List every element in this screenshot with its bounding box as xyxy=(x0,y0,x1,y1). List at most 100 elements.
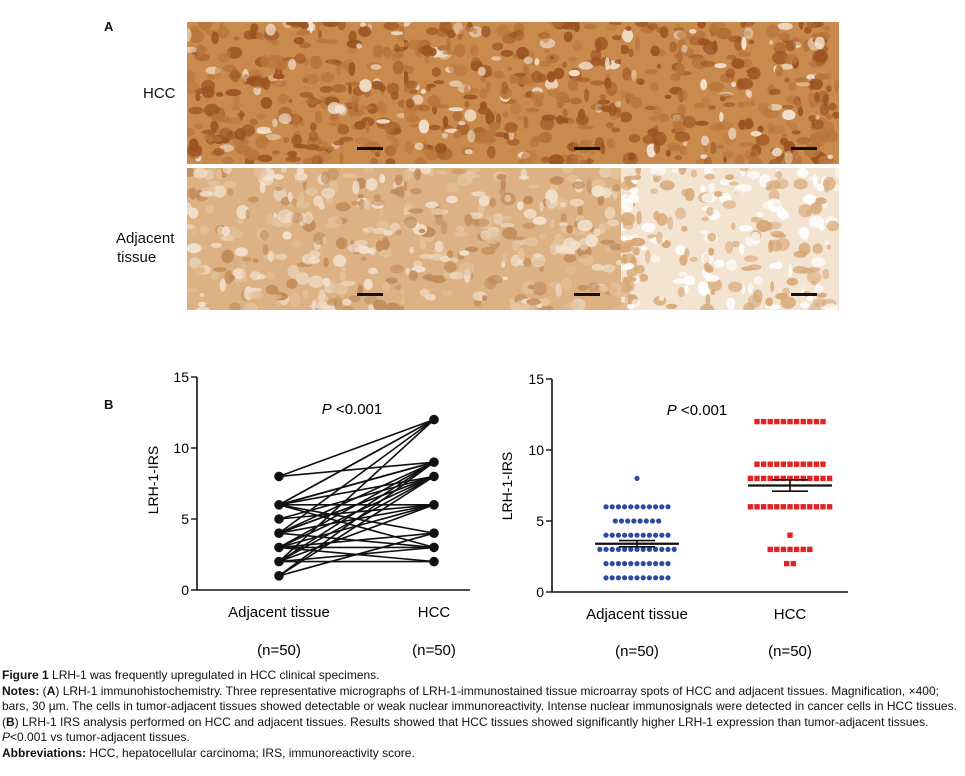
y-tick-label: 0 xyxy=(181,582,189,598)
hcc-data-point xyxy=(780,461,787,467)
p-rest: <0.001 xyxy=(677,402,727,419)
pair-line xyxy=(278,461,435,577)
x-sublabel-adjacent: (n=50) xyxy=(257,642,301,659)
y-tick-label: 0 xyxy=(536,584,544,600)
hcc-data-point xyxy=(754,504,760,510)
hcc-data-point xyxy=(747,475,754,482)
hcc-data-point xyxy=(774,475,780,482)
hcc-data-point xyxy=(774,546,780,553)
hcc-data-point xyxy=(754,461,760,467)
row-label-adjacent-line1: Adjacent xyxy=(116,230,175,247)
hcc-data-point xyxy=(780,504,787,510)
adjacent-data-point xyxy=(665,504,671,510)
adjacent-data-point xyxy=(615,561,622,567)
panel-b-letter: B xyxy=(104,397,114,412)
p-italic: P xyxy=(667,402,677,419)
notes-panel-a-ref: A xyxy=(46,683,56,698)
adjacent-data-point xyxy=(603,561,609,567)
figure-caption: Figure 1 LRH-1 was frequently upregulate… xyxy=(2,668,964,762)
scale-bar xyxy=(791,147,817,150)
abbreviations-text: HCC, hepatocellular carcinoma; IRS, immu… xyxy=(86,745,415,760)
adjacent-point xyxy=(274,500,284,510)
adjacent-data-point xyxy=(634,504,640,510)
hcc-data-point xyxy=(767,546,773,553)
hcc-point xyxy=(429,528,439,538)
x-tick-label-adjacent: Adjacent tissue xyxy=(586,606,688,623)
x-sublabel-adjacent: (n=50) xyxy=(615,643,659,660)
adjacent-data-point xyxy=(622,561,628,567)
notes-text: ( xyxy=(39,683,47,698)
notes-text: ) LRH-1 IRS analysis performed on HCC an… xyxy=(14,714,929,729)
hcc-data-point xyxy=(747,504,754,510)
adjacent-data-point xyxy=(653,575,659,581)
p-value-annotation: P <0.001 xyxy=(667,402,727,419)
adjacent-point xyxy=(274,571,284,581)
hcc-data-point xyxy=(754,475,760,482)
hcc-data-point xyxy=(813,461,820,467)
adjacent-data-point xyxy=(659,504,665,510)
micrograph-texture xyxy=(621,22,839,164)
hcc-data-point xyxy=(760,504,767,510)
micrograph-texture xyxy=(621,168,839,310)
adjacent-data-point xyxy=(615,575,622,581)
micrograph-adjacent-3 xyxy=(621,168,839,310)
adjacent-point xyxy=(274,514,284,524)
hcc-data-point xyxy=(807,461,813,467)
adjacent-data-point xyxy=(646,532,653,538)
pair-lines xyxy=(278,418,435,577)
hcc-data-point xyxy=(767,461,773,467)
adjacent-data-point xyxy=(649,518,656,524)
hcc-data-point xyxy=(767,504,773,510)
panel-a-letter: A xyxy=(104,19,114,34)
pair-line xyxy=(278,461,435,549)
hcc-data-point xyxy=(760,475,767,482)
adjacent-data-point xyxy=(665,575,671,581)
y-tick-label: 5 xyxy=(181,511,189,527)
figure-label: Figure 1 xyxy=(2,668,49,682)
adjacent-data-point xyxy=(615,546,622,553)
hcc-data-point xyxy=(760,461,767,467)
hcc-data-point xyxy=(807,418,813,425)
adjacent-data-point xyxy=(628,546,634,553)
scale-bar xyxy=(574,147,600,150)
adjacent-point xyxy=(274,556,284,567)
hcc-data-point xyxy=(774,461,780,467)
adjacent-point xyxy=(274,542,284,553)
pair-line xyxy=(278,475,435,577)
hcc-data-point xyxy=(787,461,793,467)
adjacent-data-point xyxy=(597,546,603,553)
adjacent-data-point xyxy=(609,561,615,567)
scale-bar xyxy=(357,147,383,150)
adjacent-data-point xyxy=(671,546,677,553)
adjacent-data-point xyxy=(612,518,618,524)
adjacent-data-point xyxy=(634,475,640,481)
adjacent-data-point xyxy=(609,504,615,510)
adjacent-data-point xyxy=(659,532,665,538)
dot-plot-chart: 0 5 10 15 LRH-1-IRS P <0.001 Adjacent tissu… xyxy=(499,371,848,660)
hcc-data-point xyxy=(800,418,806,425)
hcc-data-point xyxy=(800,546,806,553)
hcc-data-point xyxy=(774,504,780,510)
x-tick-label-hcc: HCC xyxy=(774,606,807,623)
scale-bar xyxy=(357,293,383,296)
adjacent-data-point xyxy=(653,532,659,538)
adjacent-data-point xyxy=(628,575,634,581)
adjacent-data-point xyxy=(603,546,609,553)
panel-b-charts: 0 5 10 15 LRH-1-IRS P <0.001 Adjacent tissu… xyxy=(145,369,848,660)
hcc-data-point xyxy=(793,461,800,467)
adjacent-data-point xyxy=(603,504,609,510)
adjacent-data-point xyxy=(618,518,625,524)
pair-line xyxy=(278,418,435,478)
y-axis-label: LRH-1-IRS xyxy=(145,446,161,514)
adjacent-data-point xyxy=(659,575,665,581)
hcc-data-point xyxy=(826,475,833,482)
hcc-data-point xyxy=(767,418,773,425)
adjacent-data-point xyxy=(631,518,637,524)
micrograph-hcc-3 xyxy=(621,22,839,164)
hcc-data-point xyxy=(826,504,833,510)
hcc-data-point xyxy=(820,461,826,467)
adjacent-data-point xyxy=(646,504,653,510)
adjacent-data-point xyxy=(640,504,646,510)
pair-line xyxy=(278,418,435,534)
micrograph-texture xyxy=(187,22,405,164)
